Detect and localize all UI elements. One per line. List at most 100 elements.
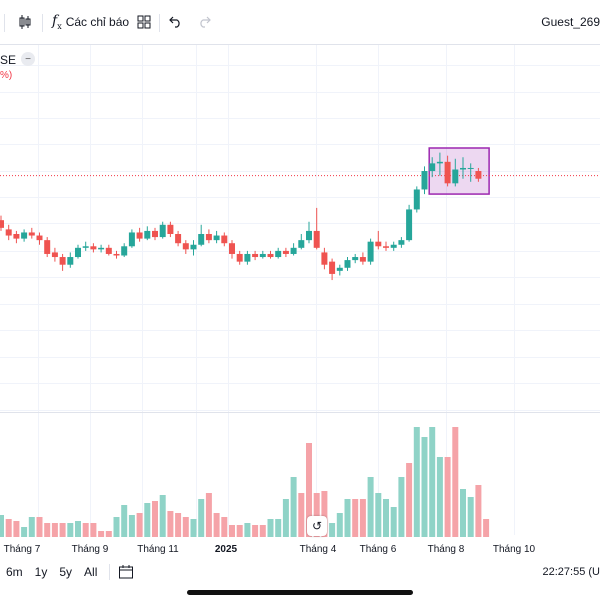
candle-body [144, 230, 151, 239]
volume-bar [390, 507, 397, 537]
volume-bar [159, 495, 166, 537]
candle-body [229, 243, 235, 254]
volume-bar [105, 531, 112, 537]
candle-body [336, 267, 343, 271]
volume-bar [190, 519, 197, 537]
volume-bar [0, 515, 4, 537]
top-toolbar: fx Các chỉ báo Guest_269 [0, 0, 600, 45]
clock-readout[interactable]: 22:27:55 (U [542, 566, 600, 578]
candle-body [352, 257, 359, 261]
candle-body [398, 240, 405, 245]
volume-bar [421, 437, 428, 537]
volume-bar [182, 517, 189, 537]
toolbar-divider [42, 14, 43, 32]
range-divider [109, 564, 111, 580]
candle-body [329, 261, 336, 274]
candle-body [213, 235, 220, 241]
candle-body [128, 232, 135, 247]
toolbar-divider [159, 14, 160, 32]
volume-bar [336, 513, 343, 537]
range-button-all[interactable]: All [84, 565, 98, 579]
candle-body [244, 253, 251, 262]
candle-body [0, 220, 4, 228]
undo-button[interactable] [168, 0, 184, 44]
volume-bar [236, 525, 243, 537]
selection-rectangle [428, 147, 490, 195]
candle-body [375, 241, 382, 247]
candle-body [21, 232, 28, 239]
indicators-label: Các chỉ báo [65, 15, 130, 29]
symbol-legend: SE [0, 53, 17, 67]
range-bar: 6m 1y 5y All [0, 560, 600, 584]
change-legend: %) [0, 70, 13, 81]
price-chart[interactable]: Tháng 7 Tháng 9 Tháng 11 2025 Tháng 4 Tháng 6… [0, 45, 600, 560]
volume-bar [205, 493, 212, 537]
time-axis-label: 2025 [215, 544, 238, 555]
volume-bar [313, 493, 320, 537]
volume-bar [136, 513, 143, 537]
redo-button[interactable] [196, 0, 212, 44]
range-button-6m[interactable]: 6m [6, 565, 23, 579]
candle-body [175, 234, 182, 244]
range-button-5y[interactable]: 5y [59, 565, 73, 579]
user-menu[interactable]: Guest_269 [541, 15, 600, 29]
range-button-1y[interactable]: 1y [34, 565, 48, 579]
volume-bar [128, 515, 135, 537]
time-axis-label: Tháng 4 [300, 544, 337, 555]
volume-bar [444, 457, 451, 537]
legend-collapse-button[interactable]: − [21, 52, 35, 66]
candle-body [367, 241, 374, 262]
go-to-date-button[interactable] [118, 564, 134, 580]
volume-bar [36, 517, 43, 537]
volume-bar [82, 523, 89, 537]
candle-body [390, 244, 397, 248]
volume-bar [460, 489, 466, 537]
time-axis-label: Tháng 8 [428, 544, 465, 555]
candle-body [152, 230, 158, 238]
candle-body [267, 253, 274, 258]
volume-bar [98, 531, 105, 537]
volume-bar [75, 521, 81, 537]
volume-bar [59, 523, 66, 537]
volume-bar [383, 499, 389, 537]
volume-bar [221, 517, 228, 537]
candle-body [290, 247, 297, 254]
grid-icon [137, 15, 151, 29]
volume-bar [267, 519, 274, 537]
calendar-icon [119, 565, 134, 579]
volume-bar [244, 523, 251, 537]
volume-bar [113, 517, 120, 537]
candle-body [359, 257, 366, 262]
candle-body [282, 250, 289, 254]
volume-bar [452, 427, 459, 537]
templates-button[interactable] [136, 0, 152, 44]
time-axis-label: Tháng 9 [72, 544, 109, 555]
volume-bar [436, 457, 443, 537]
candle-body [51, 252, 58, 258]
volume-bar [344, 499, 351, 537]
candle-body [275, 250, 282, 258]
volume-bar [321, 491, 328, 537]
volume-bar [167, 511, 174, 537]
candle-body [159, 224, 166, 238]
candle-body [121, 246, 128, 256]
redo-icon [200, 16, 211, 28]
candle-body [383, 246, 389, 248]
chart-type-button[interactable] [14, 0, 36, 44]
volume-bar [429, 427, 436, 537]
reset-chart-button[interactable]: ↺ [307, 516, 327, 536]
candle-body [475, 171, 482, 179]
indicators-button[interactable]: fx Các chỉ báo [52, 0, 129, 44]
volume-bar [290, 477, 297, 537]
candle-body [98, 247, 105, 250]
volume-bar [259, 525, 266, 537]
candle-body [444, 161, 451, 184]
volume-bar [329, 523, 336, 537]
volume-bar [21, 527, 28, 537]
candle-body [452, 169, 459, 184]
candle-body [205, 234, 212, 241]
candle-body [421, 171, 428, 190]
candle-body [190, 244, 197, 250]
volume-bar [28, 517, 35, 537]
candle-body [298, 240, 305, 248]
